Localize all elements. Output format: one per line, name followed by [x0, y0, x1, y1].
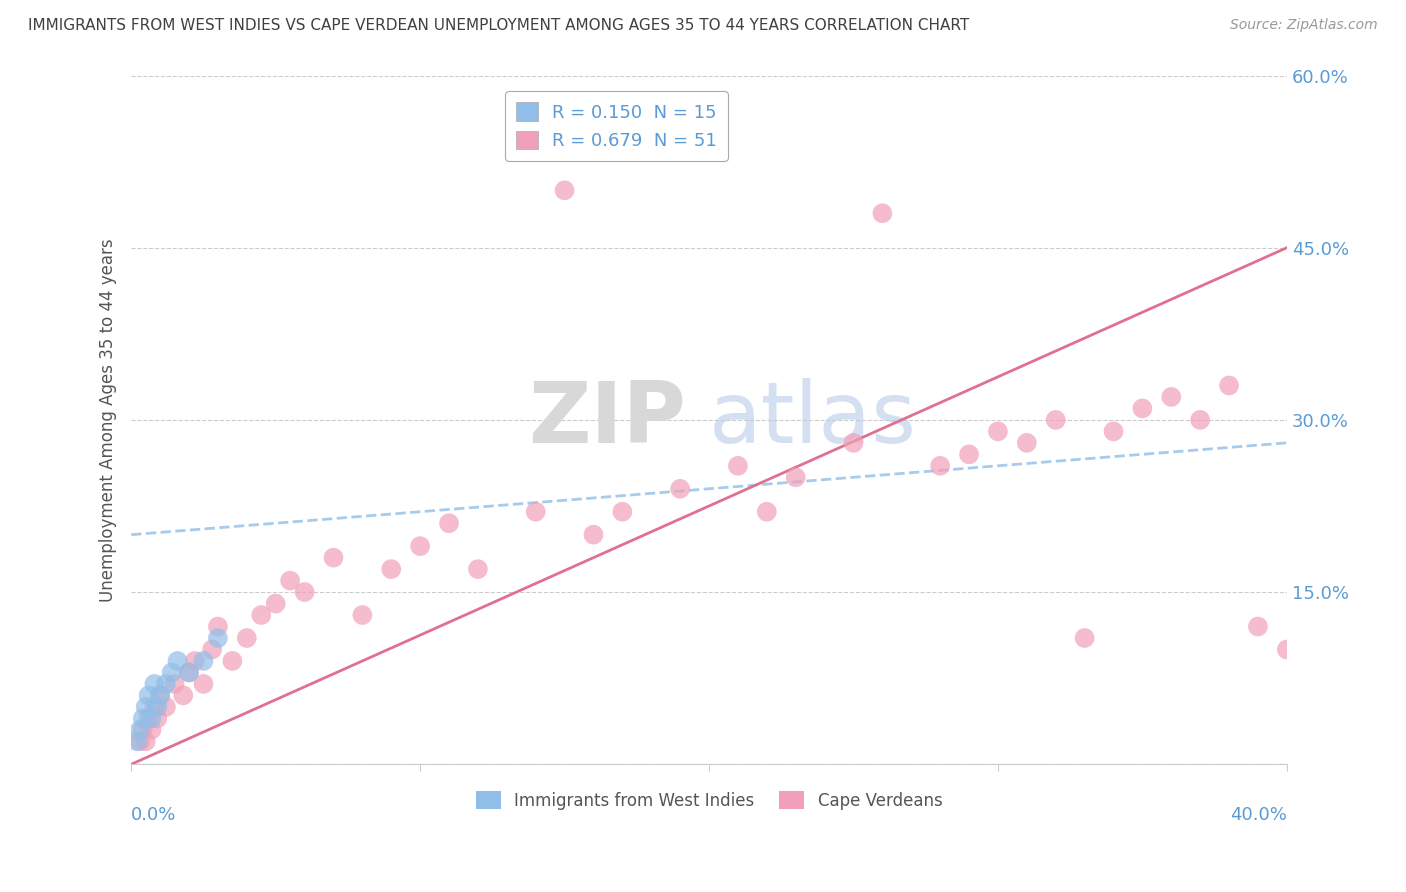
Text: 0.0%: 0.0% [131, 805, 177, 823]
Point [149, 689, 172, 703]
Point [1247, 619, 1270, 633]
Point [380, 562, 402, 576]
Point [322, 550, 344, 565]
Point [1015, 435, 1038, 450]
Point [184, 654, 207, 668]
Point [236, 631, 259, 645]
Point [278, 574, 301, 588]
Point [160, 665, 183, 680]
Point [409, 539, 432, 553]
Point [193, 654, 215, 668]
Text: atlas: atlas [709, 378, 917, 461]
Point [352, 608, 374, 623]
Point [177, 665, 200, 680]
Text: ZIP: ZIP [529, 378, 686, 461]
Point [554, 183, 576, 197]
Point [138, 711, 160, 725]
Point [1160, 390, 1182, 404]
Point [163, 677, 186, 691]
Point [221, 654, 243, 668]
Point [1132, 401, 1154, 416]
Legend: Immigrants from West Indies, Cape Verdeans: Immigrants from West Indies, Cape Verdea… [467, 783, 950, 818]
Point [132, 723, 155, 737]
Point [146, 711, 169, 725]
Point [149, 689, 172, 703]
Point [201, 642, 224, 657]
Point [264, 597, 287, 611]
Point [294, 585, 316, 599]
Point [1073, 631, 1095, 645]
Point [135, 699, 157, 714]
Point [207, 619, 229, 633]
Point [132, 711, 155, 725]
Point [785, 470, 807, 484]
Point [842, 435, 865, 450]
Point [129, 723, 152, 737]
Point [467, 562, 489, 576]
Point [250, 608, 273, 623]
Text: IMMIGRANTS FROM WEST INDIES VS CAPE VERDEAN UNEMPLOYMENT AMONG AGES 35 TO 44 YEA: IMMIGRANTS FROM WEST INDIES VS CAPE VERD… [28, 18, 969, 33]
Point [987, 425, 1010, 439]
Point [143, 677, 166, 691]
Point [207, 631, 229, 645]
Point [1189, 413, 1212, 427]
Point [141, 723, 163, 737]
Y-axis label: Unemployment Among Ages 35 to 44 years: Unemployment Among Ages 35 to 44 years [100, 238, 117, 602]
Point [669, 482, 692, 496]
Point [582, 527, 605, 541]
Point [172, 689, 194, 703]
Point [524, 505, 547, 519]
Point [1102, 425, 1125, 439]
Point [166, 654, 188, 668]
Text: Source: ZipAtlas.com: Source: ZipAtlas.com [1230, 18, 1378, 32]
Point [138, 689, 160, 703]
Point [177, 665, 200, 680]
Point [755, 505, 778, 519]
Point [437, 516, 460, 531]
Point [1218, 378, 1240, 392]
Point [135, 734, 157, 748]
Point [727, 458, 749, 473]
Text: 40.0%: 40.0% [1230, 805, 1286, 823]
Point [143, 699, 166, 714]
Point [193, 677, 215, 691]
Point [929, 458, 952, 473]
Point [1275, 642, 1298, 657]
Point [872, 206, 894, 220]
Point [612, 505, 634, 519]
Point [129, 734, 152, 748]
Point [1045, 413, 1067, 427]
Point [146, 699, 169, 714]
Point [125, 734, 148, 748]
Point [155, 677, 177, 691]
Point [155, 699, 177, 714]
Point [141, 711, 163, 725]
Point [957, 447, 980, 461]
